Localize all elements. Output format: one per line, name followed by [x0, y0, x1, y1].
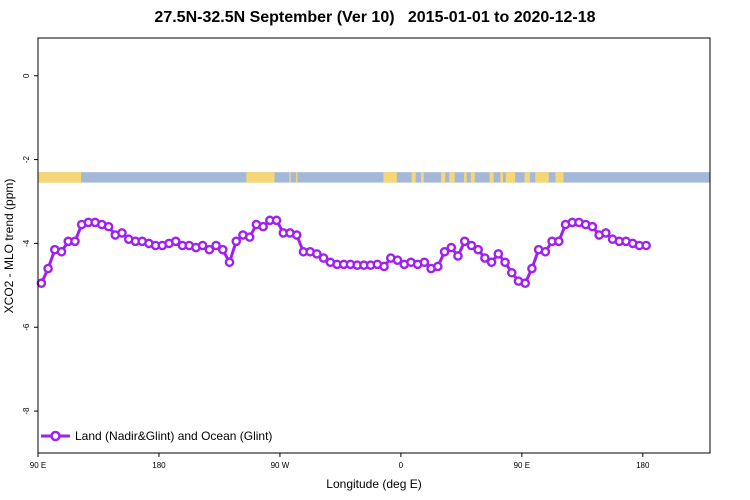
- data-point: [480, 253, 490, 263]
- land-segment: [296, 172, 298, 183]
- data-point: [217, 244, 228, 255]
- data-point: [211, 240, 221, 251]
- data-point: [170, 236, 181, 247]
- data-point: [554, 236, 564, 247]
- data-point: [500, 257, 510, 268]
- data-point: [312, 249, 322, 259]
- data-point: [70, 236, 80, 247]
- y-axis-title: XCO2 - MLO trend (ppm): [2, 179, 16, 314]
- data-point: [271, 215, 282, 226]
- data-point: [439, 246, 450, 257]
- legend-marker-swatch: [50, 430, 61, 442]
- data-point: [318, 253, 329, 263]
- land-segment: [489, 172, 494, 183]
- land-segment: [383, 172, 397, 183]
- land-segment: [441, 172, 446, 183]
- x-tick-label: 0: [399, 461, 404, 470]
- land-segment: [246, 172, 275, 183]
- land-segment: [470, 172, 475, 183]
- x-axis-title: Longitude (deg E): [326, 477, 421, 491]
- legend: Land (Nadir&Glint) and Ocean (Glint): [41, 429, 272, 443]
- land-segment: [464, 172, 467, 183]
- data-point: [244, 232, 255, 242]
- land-segment: [500, 172, 504, 183]
- data-point: [291, 230, 302, 240]
- land-segment: [555, 172, 564, 183]
- data-point: [419, 257, 430, 268]
- land-segment: [449, 172, 455, 183]
- x-tick-label: 90 W: [271, 461, 290, 470]
- legend-label: Land (Nadir&Glint) and Ocean (Glint): [75, 429, 272, 443]
- data-point: [446, 242, 457, 253]
- surface-type-strip: [38, 172, 710, 183]
- data-point: [486, 257, 497, 268]
- data-point: [231, 236, 242, 247]
- land-segment: [535, 172, 549, 183]
- data-point: [453, 251, 463, 261]
- data-point: [540, 246, 551, 257]
- data-point: [379, 261, 389, 272]
- data-point: [392, 255, 403, 265]
- data-point: [117, 228, 127, 238]
- land-segment: [421, 172, 424, 183]
- data-point: [587, 221, 598, 232]
- data-point: [466, 240, 477, 251]
- data-point: [493, 249, 504, 259]
- data-point: [204, 244, 215, 255]
- land-segment: [524, 172, 530, 183]
- series-line: [40, 218, 647, 285]
- series-layer: [36, 215, 651, 289]
- data-point: [56, 246, 67, 257]
- data-point: [433, 261, 443, 272]
- y-tick-label: 0: [22, 73, 31, 78]
- data-point: [36, 278, 47, 289]
- data-point: [601, 228, 611, 238]
- x-axis: 90 E 180 90 W 0 90 E 180: [30, 453, 650, 470]
- data-point: [641, 240, 651, 251]
- land-segment: [289, 172, 291, 183]
- y-tick-label: -6: [22, 323, 31, 331]
- y-axis: 0 -2 -4 -6 -8: [22, 73, 38, 415]
- y-tick-label: -8: [22, 407, 31, 415]
- x-tick-label: 90 E: [30, 461, 46, 470]
- chart-title: 27.5N-32.5N September (Ver 10) 2015-01-0…: [154, 9, 596, 26]
- data-point: [473, 244, 483, 255]
- land-segment: [505, 172, 516, 183]
- data-point: [520, 278, 531, 289]
- data-point: [103, 221, 114, 232]
- land-segment: [411, 172, 416, 183]
- data-point: [197, 240, 208, 251]
- data-point: [527, 263, 537, 274]
- x-tick-label: 180: [636, 461, 650, 470]
- y-tick-label: -4: [22, 239, 31, 247]
- data-point: [224, 257, 235, 268]
- x-tick-label: 90 E: [514, 461, 530, 470]
- ocean-strip: [38, 172, 710, 183]
- land-segment: [38, 172, 82, 183]
- data-point: [459, 236, 470, 247]
- data-point: [258, 221, 268, 232]
- plot-frame: [37, 37, 711, 454]
- x-tick-label: 180: [152, 461, 166, 470]
- data-point: [506, 267, 517, 278]
- y-tick-label: -2: [22, 155, 31, 163]
- data-point: [43, 263, 53, 274]
